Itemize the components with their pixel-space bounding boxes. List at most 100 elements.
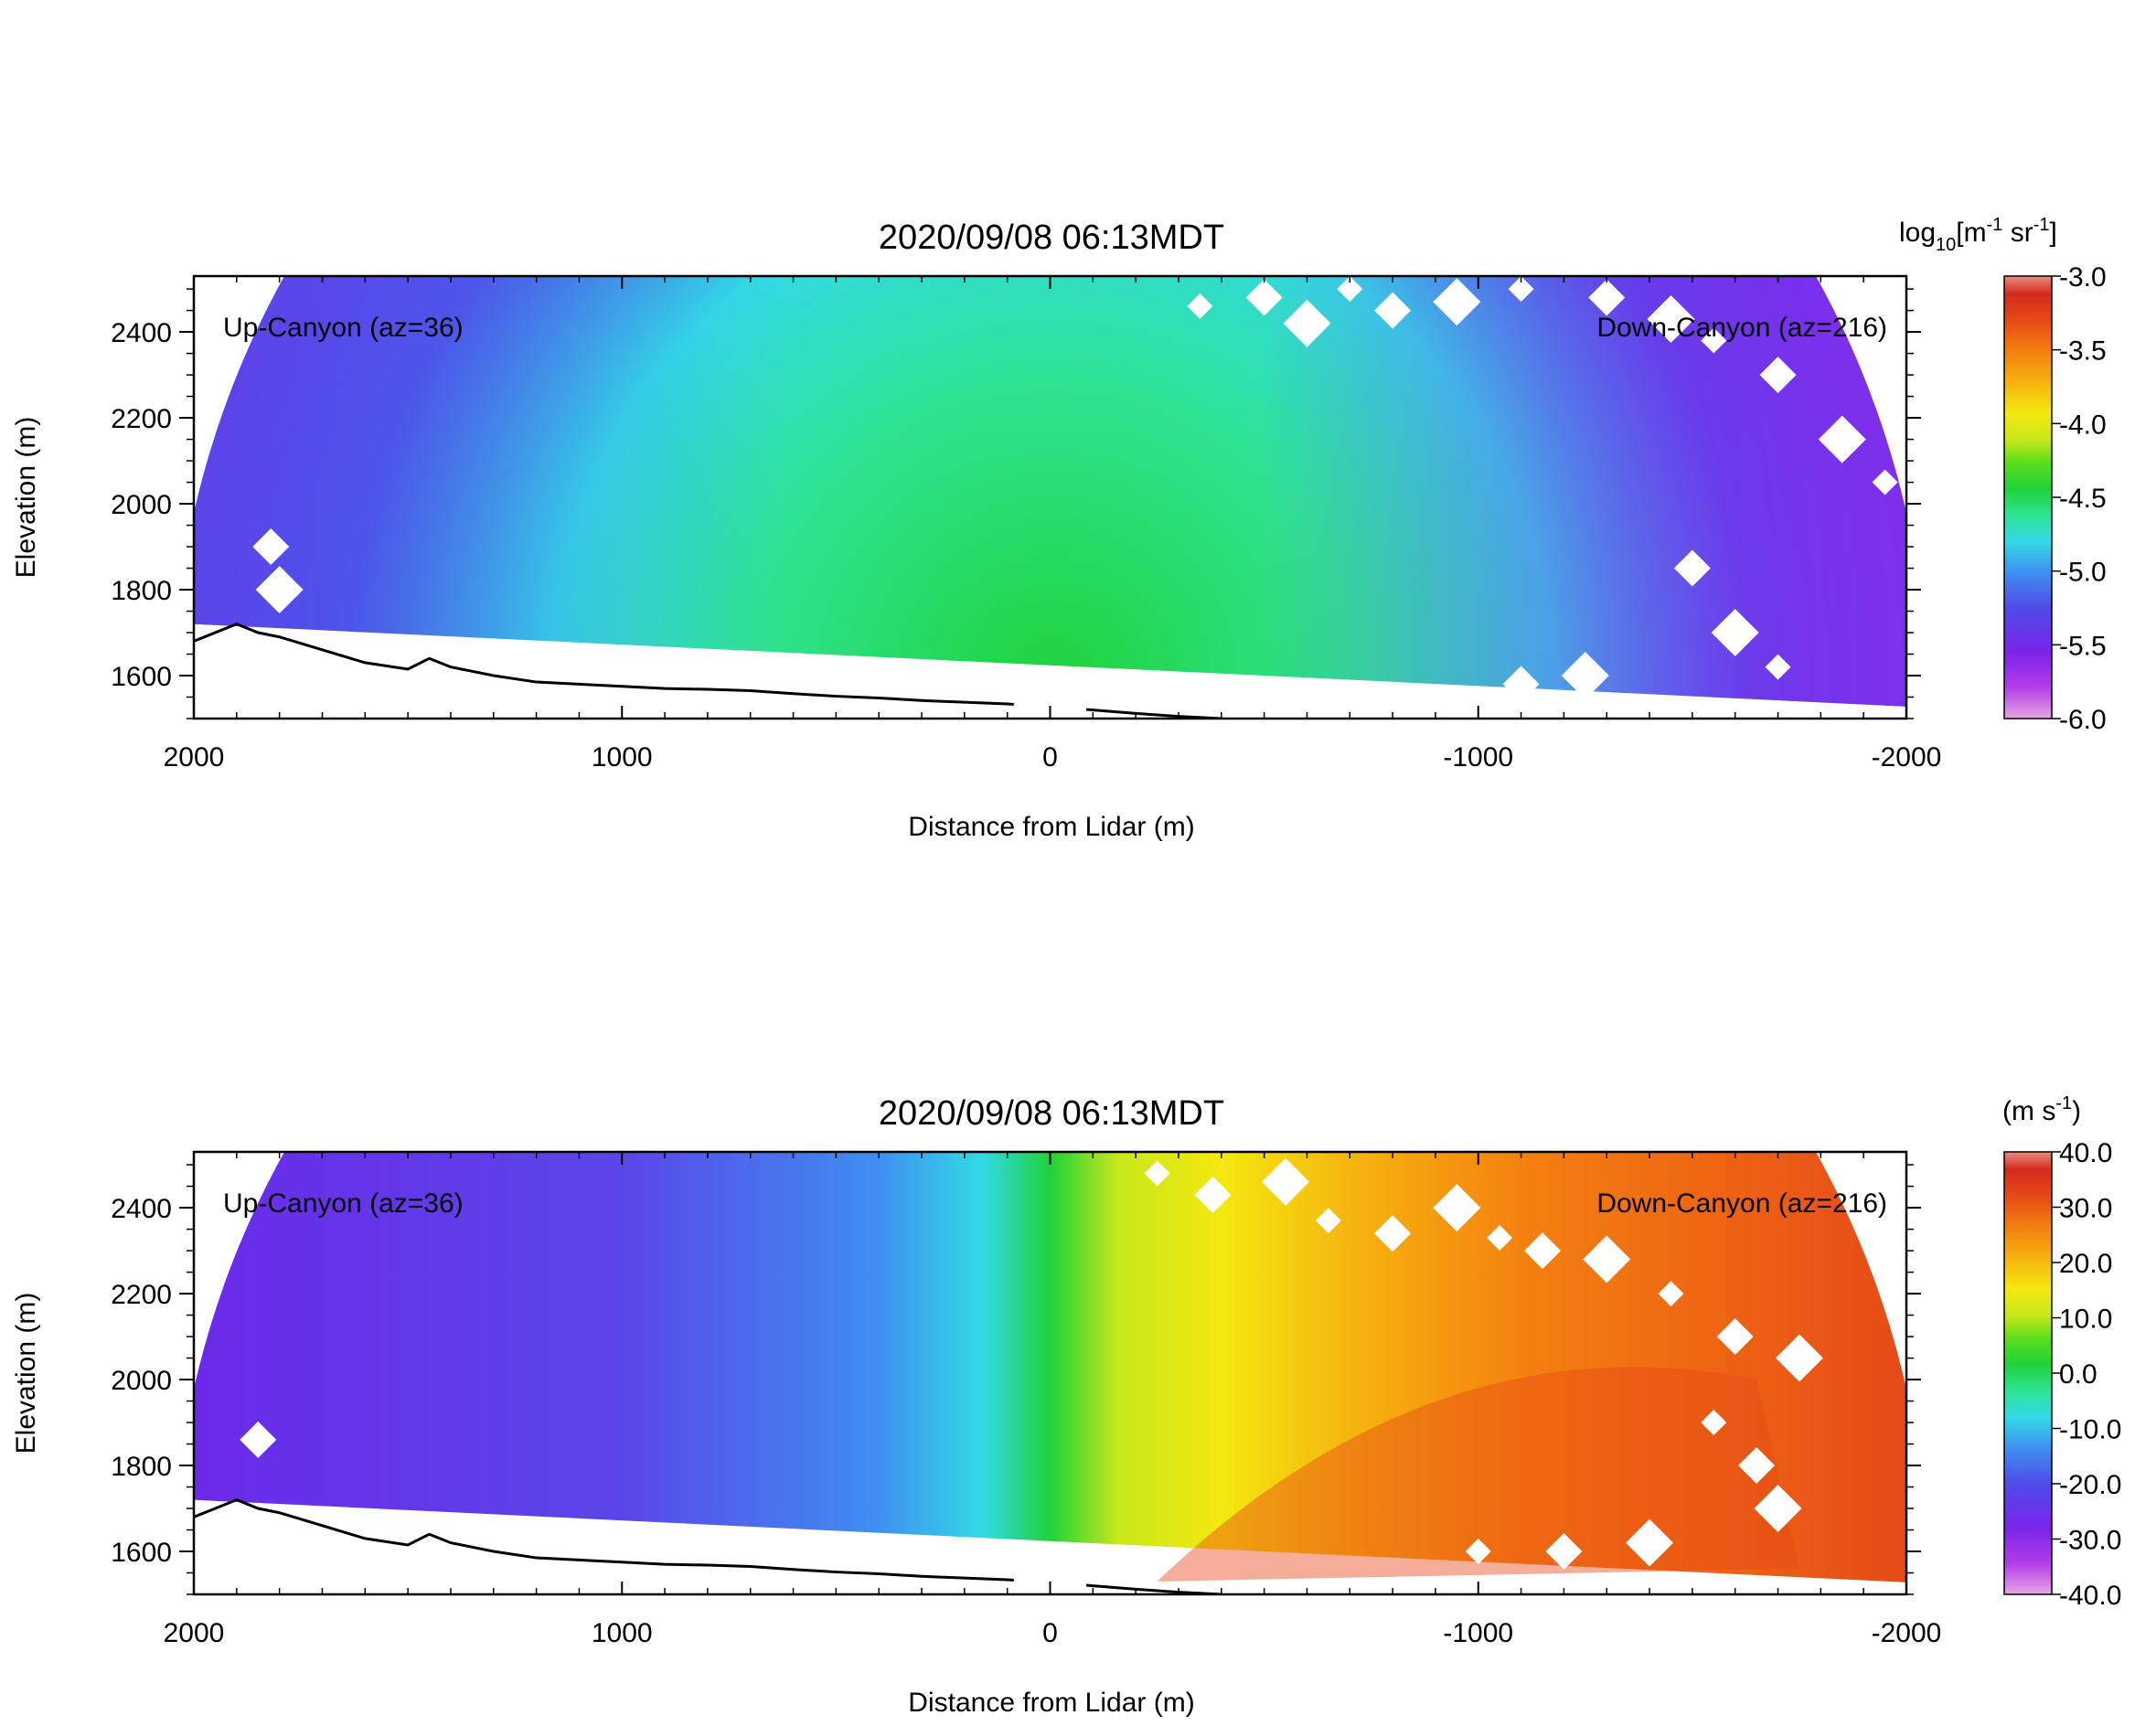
missing-data-patch bbox=[1374, 292, 1412, 329]
colorbar-tick-label: -4.0 bbox=[2059, 410, 2107, 440]
colorbar-tick-label: -30.0 bbox=[2059, 1526, 2121, 1556]
y-tick-label: 1800 bbox=[111, 576, 172, 606]
x-tick-label: -2000 bbox=[1872, 742, 1942, 772]
down-canyon-annotation: Down-Canyon (az=216) bbox=[1596, 1188, 1887, 1219]
colorbar-tick-label: -4.5 bbox=[2059, 484, 2107, 514]
missing-data-patch bbox=[1508, 276, 1534, 303]
missing-data-patch bbox=[255, 566, 304, 614]
missing-data-patch bbox=[1545, 1533, 1583, 1571]
missing-data-patch bbox=[240, 1421, 277, 1458]
y-axis-label: Elevation (m) bbox=[11, 1293, 41, 1454]
missing-data-patch bbox=[1716, 1318, 1754, 1356]
chart-title: 2020/09/08 06:13MDT bbox=[879, 1094, 1224, 1133]
y-tick-label: 1600 bbox=[111, 662, 172, 692]
colorbar-tick-label: -5.5 bbox=[2059, 631, 2107, 661]
y-tick-label: 2400 bbox=[111, 1194, 172, 1224]
velocity-field bbox=[194, 1152, 1906, 1594]
x-tick-label: 1000 bbox=[592, 1618, 653, 1648]
y-tick-label: 2000 bbox=[111, 1366, 172, 1396]
missing-data-patch bbox=[252, 528, 290, 566]
backscatter-panel: 2000 1000 0 -1000 -200016001800200022002400 … bbox=[11, 215, 2107, 842]
colorbar-ticks: 40.0 30.0 20.0 10.0 0.0 -10.0 -20.0 -30.0 -40.0 bbox=[2052, 1138, 2121, 1611]
colorbar-scale bbox=[2003, 1151, 2053, 1595]
missing-data-patch bbox=[1194, 1176, 1232, 1213]
x-tick-label: -1000 bbox=[1443, 1618, 1513, 1648]
missing-data-patch bbox=[1465, 1539, 1491, 1565]
missing-data-patch bbox=[1374, 1215, 1412, 1252]
missing-data-patch bbox=[1872, 469, 1898, 495]
missing-data-patch bbox=[1658, 1281, 1684, 1307]
missing-data-patch bbox=[1775, 1334, 1823, 1382]
x-tick-label: 1000 bbox=[592, 742, 653, 772]
y-tick-label: 2200 bbox=[111, 404, 172, 434]
missing-data-patch bbox=[1583, 1235, 1631, 1284]
missing-data-patch bbox=[1337, 276, 1363, 303]
up-canyon-annotation: Up-Canyon (az=36) bbox=[223, 313, 464, 343]
y-tick-label: 2000 bbox=[111, 490, 172, 520]
missing-data-patch bbox=[1245, 279, 1283, 316]
missing-data-patch bbox=[1433, 1184, 1481, 1232]
colorbar-scale bbox=[2003, 275, 2053, 719]
missing-data-patch bbox=[1759, 357, 1797, 394]
colorbar-ticks: -3.0 -3.5 -4.0 -4.5 -5.0 -5.5 -6.0 bbox=[2052, 262, 2107, 735]
colorbar-tick-label: -3.5 bbox=[2059, 336, 2107, 367]
x-tick-label: 2000 bbox=[164, 742, 225, 772]
x-axis-label: Distance from Lidar (m) bbox=[908, 812, 1194, 842]
missing-data-patch bbox=[1283, 299, 1331, 347]
missing-data-patch bbox=[1738, 1447, 1776, 1485]
missing-data-patch bbox=[1262, 1157, 1310, 1206]
missing-data-patch bbox=[223, 284, 250, 311]
x-tick-label: -2000 bbox=[1872, 1618, 1942, 1648]
colorbar: -3.0 -3.5 -4.0 -4.5 -5.0 -5.5 -6.0 log10[m-1 s… bbox=[1899, 215, 2107, 735]
y-tick-label: 1600 bbox=[111, 1538, 172, 1568]
x-tick-label: 0 bbox=[1042, 1618, 1058, 1648]
x-axis-label: Distance from Lidar (m) bbox=[908, 1688, 1194, 1718]
y-tick-label: 2400 bbox=[111, 318, 172, 348]
axes: 2000 1000 0 -1000 -2000 1600 1800 2000 2200 2400 bbox=[111, 276, 1941, 772]
colorbar: 40.030.020.010.00.0-10.0-20.0-30.0-40.0 … bbox=[2002, 1093, 2121, 1611]
velocity-panel: 2000 1000 0 -1000 -200016001800200022002400 … bbox=[11, 1093, 2121, 1718]
lidar-location bbox=[1013, 1546, 1087, 1594]
velocity-sector bbox=[194, 1152, 1906, 1582]
missing-data-patch bbox=[1144, 1160, 1170, 1187]
missing-data-patch bbox=[1561, 652, 1609, 700]
missing-data-patch bbox=[1754, 1485, 1802, 1533]
colorbar-tick-label: 30.0 bbox=[2059, 1194, 2112, 1224]
velocity-core-shading bbox=[1157, 1367, 1799, 1582]
missing-data-patch bbox=[1187, 293, 1213, 319]
colorbar-tick-label: -10.0 bbox=[2059, 1415, 2121, 1445]
y-axis-label: Elevation (m) bbox=[11, 417, 41, 579]
missing-data-patch bbox=[1701, 327, 1727, 354]
chart-title: 2020/09/08 06:13MDT bbox=[879, 218, 1224, 257]
x-tick-label: -1000 bbox=[1443, 742, 1513, 772]
colorbar-tick-label: 20.0 bbox=[2059, 1249, 2112, 1279]
x-tick-label: 2000 bbox=[164, 1618, 225, 1648]
x-tick-label: 0 bbox=[1042, 742, 1058, 772]
missing-data-patch bbox=[1433, 278, 1481, 326]
colorbar-tick-label: 40.0 bbox=[2059, 1138, 2112, 1168]
missing-data-patch bbox=[1765, 654, 1791, 680]
missing-data-patch bbox=[1315, 1208, 1341, 1234]
missing-data-patch bbox=[1487, 1224, 1513, 1251]
missing-data-patch bbox=[1626, 1518, 1674, 1567]
colorbar-tick-label: -6.0 bbox=[2059, 705, 2107, 735]
colorbar-tick-label: -3.0 bbox=[2059, 262, 2107, 293]
colorbar-tick-label: -20.0 bbox=[2059, 1470, 2121, 1500]
lidar-location bbox=[1013, 670, 1087, 719]
missing-data-patch bbox=[1502, 666, 1540, 703]
missing-data-patch bbox=[1711, 609, 1759, 657]
missing-data-patch bbox=[1647, 294, 1695, 343]
backscatter-field bbox=[194, 276, 1906, 719]
axes: 2000 1000 0 -1000 -2000 1600 1800 2000 2200 2400 bbox=[111, 1152, 1941, 1648]
missing-data-patch bbox=[1818, 415, 1866, 463]
colorbar-tick-label: 10.0 bbox=[2059, 1305, 2112, 1335]
missing-data-patch bbox=[1673, 549, 1711, 587]
backscatter-side-shading bbox=[194, 276, 1906, 707]
y-tick-label: 2200 bbox=[111, 1280, 172, 1310]
colorbar-tick-label: -5.0 bbox=[2059, 558, 2107, 588]
missing-data-patches bbox=[223, 276, 1898, 703]
colorbar-tick-label: -40.0 bbox=[2059, 1581, 2121, 1611]
missing-data-patch bbox=[223, 1173, 250, 1199]
missing-data-patches bbox=[223, 1157, 1823, 1571]
